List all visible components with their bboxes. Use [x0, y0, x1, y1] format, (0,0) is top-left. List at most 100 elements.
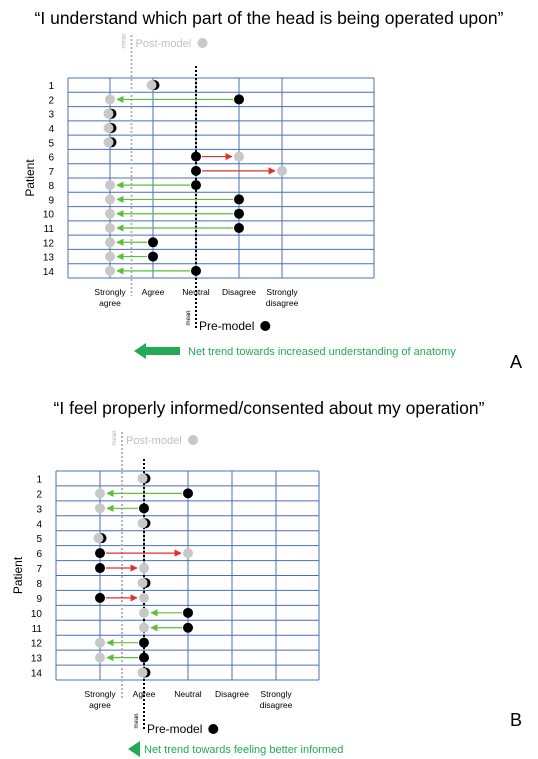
patient-tick-label: 8	[48, 181, 54, 192]
post-model-point	[277, 165, 287, 176]
post-model-point	[95, 503, 105, 514]
patient-tick-label: 2	[48, 95, 54, 106]
x-tick-label: Agree	[133, 689, 156, 699]
pre-model-point	[234, 208, 244, 219]
patient-tick-label: 6	[48, 153, 54, 164]
pre-model-point	[139, 637, 149, 648]
post-model-point	[139, 607, 149, 618]
x-tick-label: Strongly	[266, 287, 298, 297]
post-model-point	[139, 563, 149, 574]
x-tick-label: Disagree	[215, 689, 249, 699]
trend-arrow-icon	[134, 343, 180, 359]
post-model-point	[105, 194, 115, 205]
post-model-point	[103, 108, 114, 119]
x-tick-label: Neutral	[174, 689, 202, 699]
patient-tick-label: 14	[43, 267, 55, 278]
pre-mean-label: mean	[134, 713, 140, 728]
panel-b-title: “I feel properly informed/consented abou…	[53, 398, 485, 418]
post-model-point	[105, 208, 115, 219]
post-model-point	[105, 223, 115, 233]
patient-tick-label: 10	[31, 609, 43, 620]
post-model-point	[139, 592, 149, 603]
x-tick-label: agree	[89, 700, 111, 710]
patient-tick-label: 12	[43, 238, 55, 249]
trend-arrow-icon	[128, 741, 140, 757]
post-model-point	[137, 667, 148, 678]
post-model-legend-label: Post-model	[136, 38, 192, 50]
pre-model-point	[95, 592, 105, 603]
panel-b-letter: B	[510, 710, 523, 730]
patient-tick-label: 11	[32, 624, 43, 635]
post-model-legend-marker	[188, 435, 198, 445]
pre-model-point	[234, 94, 244, 105]
patient-tick-label: 9	[36, 594, 42, 605]
patient-tick-label: 2	[36, 489, 42, 500]
pre-model-point	[191, 180, 201, 191]
patient-tick-label: 4	[36, 519, 42, 530]
pre-model-legend-label: Pre-model	[147, 722, 202, 736]
pre-mean-label: mean	[186, 310, 192, 325]
x-tick-label: disagree	[266, 298, 299, 308]
post-model-point	[137, 577, 148, 588]
trend-label: Net trend towards feeling better informe…	[144, 744, 343, 756]
patient-tick-label: 5	[36, 534, 42, 545]
patient-tick-label: 1	[48, 81, 54, 92]
pre-model-point	[139, 652, 149, 663]
post-model-point	[95, 488, 105, 499]
x-tick-label: Disagree	[222, 287, 256, 297]
pre-model-legend-marker	[208, 724, 219, 734]
patient-tick-label: 13	[31, 654, 43, 665]
patient-tick-label: 12	[31, 639, 43, 650]
pre-model-point	[191, 151, 201, 162]
x-tick-label: agree	[99, 298, 121, 308]
patient-tick-label: 13	[43, 253, 55, 264]
panel-a-letter: A	[510, 352, 523, 372]
patient-tick-label: 7	[36, 564, 42, 575]
pre-model-point	[95, 548, 105, 559]
pre-model-point	[139, 503, 149, 514]
post-model-point	[105, 237, 115, 248]
y-axis-label: Patient	[23, 159, 37, 197]
pre-model-legend-label: Pre-model	[199, 319, 254, 333]
post-model-point	[105, 265, 115, 276]
post-model-point	[93, 533, 104, 544]
pre-model-point	[95, 563, 105, 574]
post-model-point	[105, 251, 115, 262]
x-tick-label: Strongly	[84, 689, 116, 699]
patient-tick-label: 9	[48, 195, 54, 206]
x-tick-label: Strongly	[94, 287, 126, 297]
pre-model-point	[183, 607, 193, 618]
pre-model-point	[148, 251, 158, 262]
post-model-legend-label: Post-model	[126, 435, 182, 447]
post-model-point	[234, 151, 244, 162]
panel-a-title: “I understand which part of the head is …	[34, 8, 504, 28]
x-tick-label: Agree	[142, 287, 165, 297]
post-model-point	[139, 622, 149, 633]
x-tick-label: disagree	[260, 700, 293, 710]
pre-model-point	[191, 265, 201, 276]
pre-model-point	[148, 237, 158, 248]
post-model-point	[137, 473, 148, 484]
pre-model-point	[234, 223, 244, 233]
pre-model-point	[191, 165, 201, 176]
patient-tick-label: 14	[31, 669, 43, 680]
pre-model-point	[183, 488, 193, 499]
patient-tick-label: 11	[44, 224, 55, 235]
post-model-point	[103, 137, 114, 148]
post-model-point	[95, 652, 105, 663]
patient-tick-label: 3	[36, 504, 42, 515]
post-model-point	[105, 180, 115, 191]
post-mean-label: mean	[122, 33, 128, 48]
patient-tick-label: 5	[48, 138, 54, 149]
patient-tick-label: 8	[36, 579, 42, 590]
y-axis-label: Patient	[11, 556, 25, 594]
post-model-point	[137, 518, 148, 529]
trend-label: Net trend towards increased understandin…	[188, 346, 456, 358]
patient-tick-label: 1	[36, 474, 42, 485]
patient-tick-label: 10	[43, 210, 55, 221]
pre-model-point	[234, 194, 244, 205]
patient-tick-label: 7	[48, 167, 54, 178]
x-tick-label: Strongly	[260, 689, 292, 699]
